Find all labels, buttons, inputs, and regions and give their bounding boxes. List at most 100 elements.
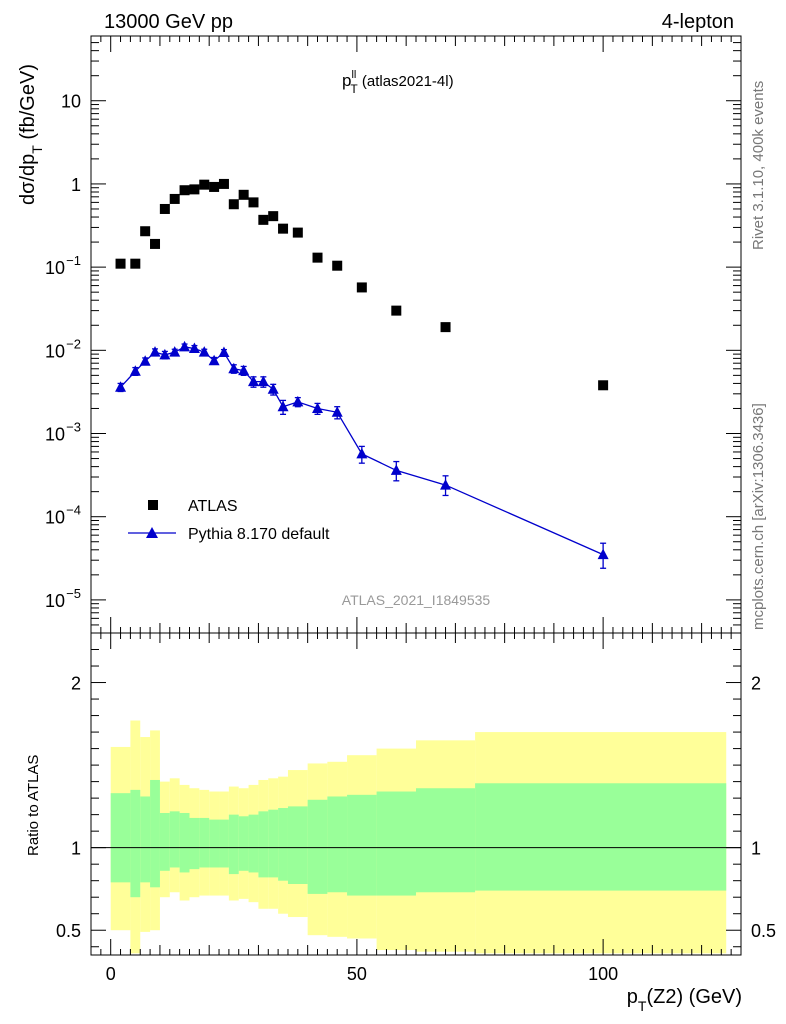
legend-atlas-marker xyxy=(148,500,158,510)
pythia-point xyxy=(198,346,210,357)
title-main: p xyxy=(342,71,351,90)
atlas-point xyxy=(440,322,451,333)
title-rest: (atlas2021-4l) xyxy=(358,73,454,90)
stat-uncertainty-band xyxy=(140,796,151,883)
header-energy: 13000 GeV pp xyxy=(104,11,233,33)
atlas-point xyxy=(312,252,323,263)
atlas-point xyxy=(159,203,170,214)
atlas-point xyxy=(218,178,229,189)
y-tick-exponent: −5 xyxy=(66,586,81,601)
ratio-y-tick-label: 1 xyxy=(71,839,81,859)
stat-uncertainty-band xyxy=(475,783,727,891)
main-plot-frame xyxy=(90,35,742,634)
pythia-point xyxy=(597,548,609,560)
title-sup: ll xyxy=(351,69,356,81)
ratio-y-tick-label-right: 0.5 xyxy=(751,921,776,941)
atlas-point xyxy=(169,193,180,204)
stat-uncertainty-band xyxy=(327,796,348,893)
y-tick-label: 10 xyxy=(45,341,65,361)
atlas-point xyxy=(189,184,200,195)
pythia-point xyxy=(248,375,259,387)
stat-uncertainty-band xyxy=(238,816,249,871)
title-sub: T xyxy=(350,82,358,96)
ylabel-sub: T xyxy=(29,145,45,154)
ratio-y-tick-label: 2 xyxy=(71,674,81,694)
stat-uncertainty-band xyxy=(219,819,229,868)
pythia-point xyxy=(115,381,127,392)
y-tick-label: 1 xyxy=(71,175,81,195)
stat-uncertainty-band xyxy=(130,789,141,898)
pythia-point xyxy=(179,340,191,352)
atlas-point xyxy=(130,258,141,269)
ratio-y-tick-label: 0.5 xyxy=(56,921,81,941)
xlabel-sub: T xyxy=(638,998,647,1014)
stat-uncertainty-band xyxy=(376,791,416,896)
y-tick-exponent: −2 xyxy=(66,336,81,351)
stat-uncertainty-band xyxy=(287,806,308,884)
atlas-point xyxy=(140,226,151,237)
ratio-plot-area xyxy=(91,720,741,954)
atlas-point xyxy=(209,181,220,192)
atlas-point xyxy=(115,258,126,269)
stat-uncertainty-band xyxy=(159,812,170,871)
pythia-point xyxy=(238,364,250,376)
pythia-point xyxy=(440,479,452,490)
atlas-point xyxy=(356,282,367,293)
stat-uncertainty-band xyxy=(268,809,279,878)
stat-uncertainty-band xyxy=(258,811,269,878)
mcplots-label: mcplots.cern.ch [arXiv:1306.3436] xyxy=(750,403,767,630)
plot-title: pll T (atlas2021-4l) xyxy=(342,69,454,96)
pythia-point xyxy=(208,354,220,366)
rivet-label: Rivet 3.1.10, 400k events xyxy=(750,81,767,250)
ylabel-main: dσ/dp xyxy=(17,154,39,205)
y-tick-label: 10 xyxy=(45,508,65,528)
stat-uncertainty-band xyxy=(209,819,220,868)
legend-pythia-label: Pythia 8.170 default xyxy=(188,526,330,543)
ratio-y-axis-label: Ratio to ATLAS xyxy=(25,755,42,856)
atlas-point xyxy=(238,189,249,200)
stat-uncertainty-band xyxy=(347,794,377,896)
pythia-point xyxy=(312,402,324,413)
stat-uncertainty-band xyxy=(248,814,259,873)
stat-uncertainty-band xyxy=(307,799,328,894)
y-tick-exponent: −1 xyxy=(66,253,81,268)
atlas-point xyxy=(292,227,303,238)
analysis-watermark: ATLAS_2021_I1849535 xyxy=(342,592,491,608)
ratio-y-tick-label-right: 2 xyxy=(751,674,761,694)
stat-uncertainty-band xyxy=(228,814,239,875)
stat-uncertainty-band xyxy=(179,812,190,873)
header-channel: 4-lepton xyxy=(662,11,734,33)
pythia-point xyxy=(356,447,368,459)
y-tick-label: 10 xyxy=(45,425,65,445)
y-tick-label: 10 xyxy=(61,92,81,112)
pythia-point xyxy=(139,355,151,366)
xlabel-main: p xyxy=(627,986,638,1008)
legend-pythia-marker xyxy=(146,527,158,538)
pythia-point xyxy=(390,464,402,475)
atlas-point xyxy=(278,223,289,234)
pythia-point xyxy=(228,362,240,374)
xlabel-rest: (Z2) (GeV) xyxy=(646,986,742,1008)
pythia-point xyxy=(267,383,279,394)
stat-uncertainty-band xyxy=(110,793,131,883)
stat-uncertainty-band xyxy=(189,817,200,870)
stat-uncertainty-band xyxy=(169,811,180,868)
pythia-point xyxy=(169,346,181,357)
atlas-point xyxy=(150,238,161,249)
y-tick-label: 10 xyxy=(45,591,65,611)
atlas-point xyxy=(248,197,259,208)
pythia-point xyxy=(331,406,343,417)
ratio-y-tick-label-right: 1 xyxy=(751,839,761,859)
pythia-point xyxy=(218,346,230,358)
atlas-point xyxy=(199,179,210,190)
pythia-point xyxy=(159,348,171,360)
pythia-point xyxy=(149,346,161,357)
atlas-point xyxy=(332,260,343,271)
atlas-point xyxy=(391,305,402,316)
y-tick-exponent: −4 xyxy=(66,503,81,518)
ylabel-rest: (fb/GeV) xyxy=(17,64,39,145)
y-tick-label: 10 xyxy=(45,258,65,278)
stat-uncertainty-band xyxy=(416,788,476,893)
x-tick-label: 0 xyxy=(106,964,116,984)
